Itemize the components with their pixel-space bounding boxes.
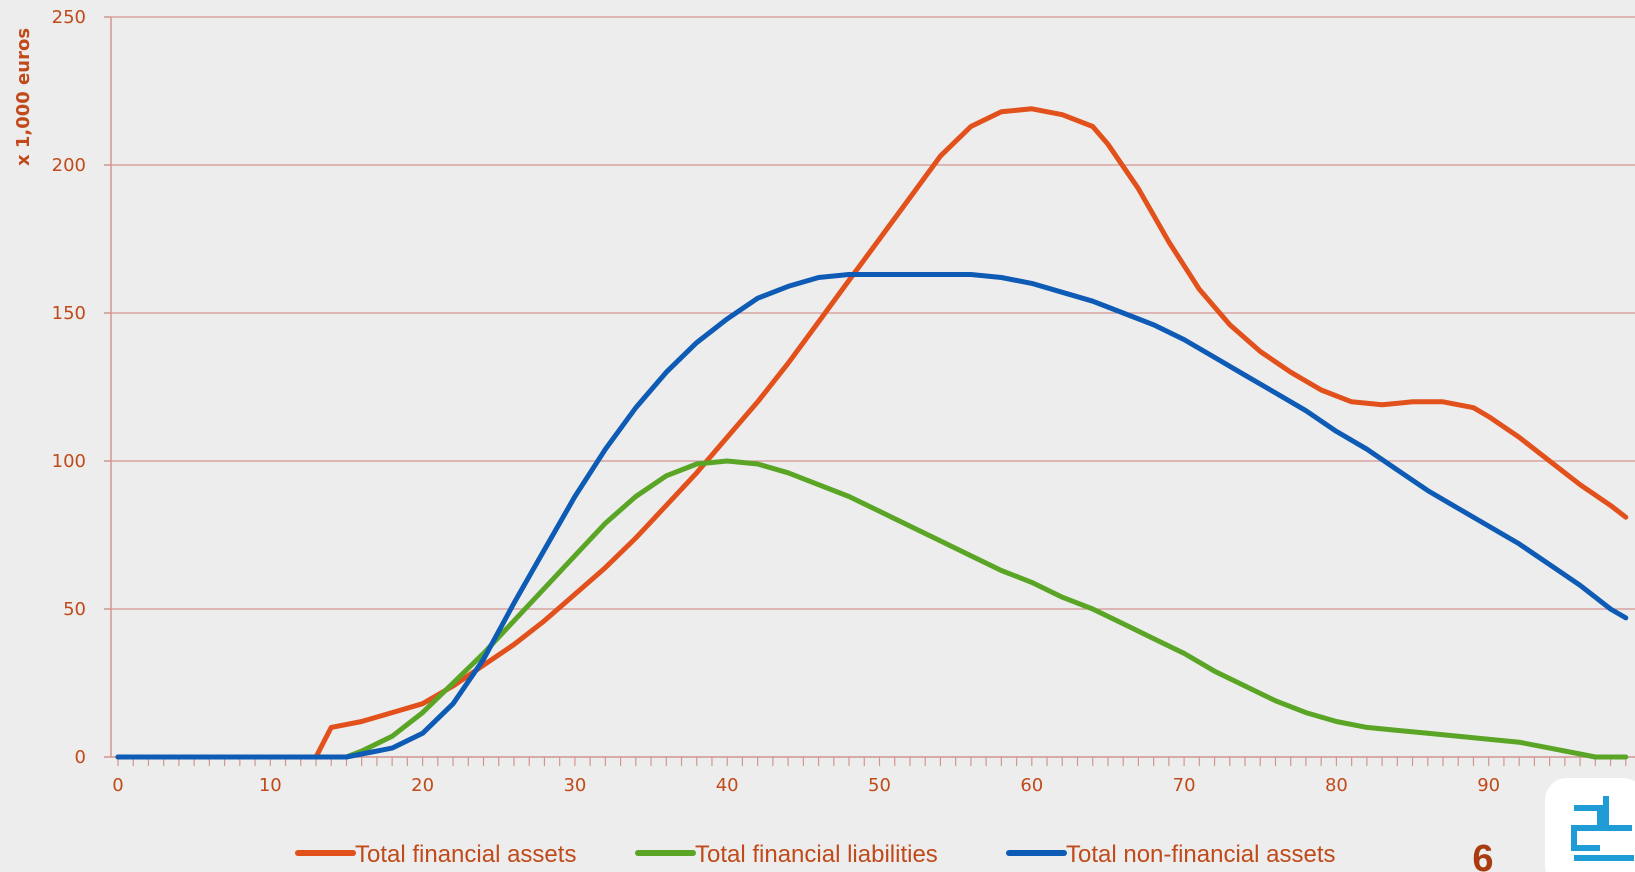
y-tick-label: 0 bbox=[75, 747, 86, 768]
y-tick-label: 50 bbox=[63, 599, 86, 620]
y-axis-title: x 1,000 euros bbox=[13, 28, 34, 166]
page-number: 6 bbox=[1472, 838, 1493, 872]
gridlines bbox=[111, 16, 1635, 610]
y-tick-label: 250 bbox=[52, 7, 86, 28]
x-tick-label: 90 bbox=[1477, 775, 1500, 796]
legend-label: Total non-financial assets bbox=[1066, 841, 1335, 868]
legend: Total financial assets Total financial li… bbox=[295, 841, 1335, 868]
series-line-2 bbox=[115, 458, 1629, 760]
cbs-logo-icon bbox=[1545, 778, 1635, 872]
y-tick-labels: 0 50 100 150 200 250 bbox=[52, 7, 86, 768]
legend-label: Total financial liabilities bbox=[695, 841, 938, 868]
y-tick-label: 100 bbox=[52, 451, 86, 472]
axes bbox=[104, 16, 1635, 766]
x-tick-label: 80 bbox=[1325, 775, 1348, 796]
x-tick-label: 50 bbox=[868, 775, 891, 796]
legend-label: Total financial assets bbox=[355, 841, 576, 868]
x-tick-label: 10 bbox=[259, 775, 282, 796]
x-tick-label: 40 bbox=[716, 775, 739, 796]
y-tick-label: 200 bbox=[52, 155, 86, 176]
series-line-1 bbox=[115, 106, 1629, 760]
y-tick-label: 150 bbox=[52, 303, 86, 324]
x-tick-label: 30 bbox=[563, 775, 586, 796]
x-tick-label: 20 bbox=[411, 775, 434, 796]
series-line-3 bbox=[115, 272, 1629, 760]
x-tick-labels: 0 10 20 30 40 50 60 70 80 90 bbox=[112, 775, 1500, 796]
x-tick-label: 60 bbox=[1020, 775, 1043, 796]
series-lines bbox=[115, 106, 1629, 760]
x-tick-label: 0 bbox=[112, 775, 123, 796]
x-tick-label: 70 bbox=[1173, 775, 1196, 796]
